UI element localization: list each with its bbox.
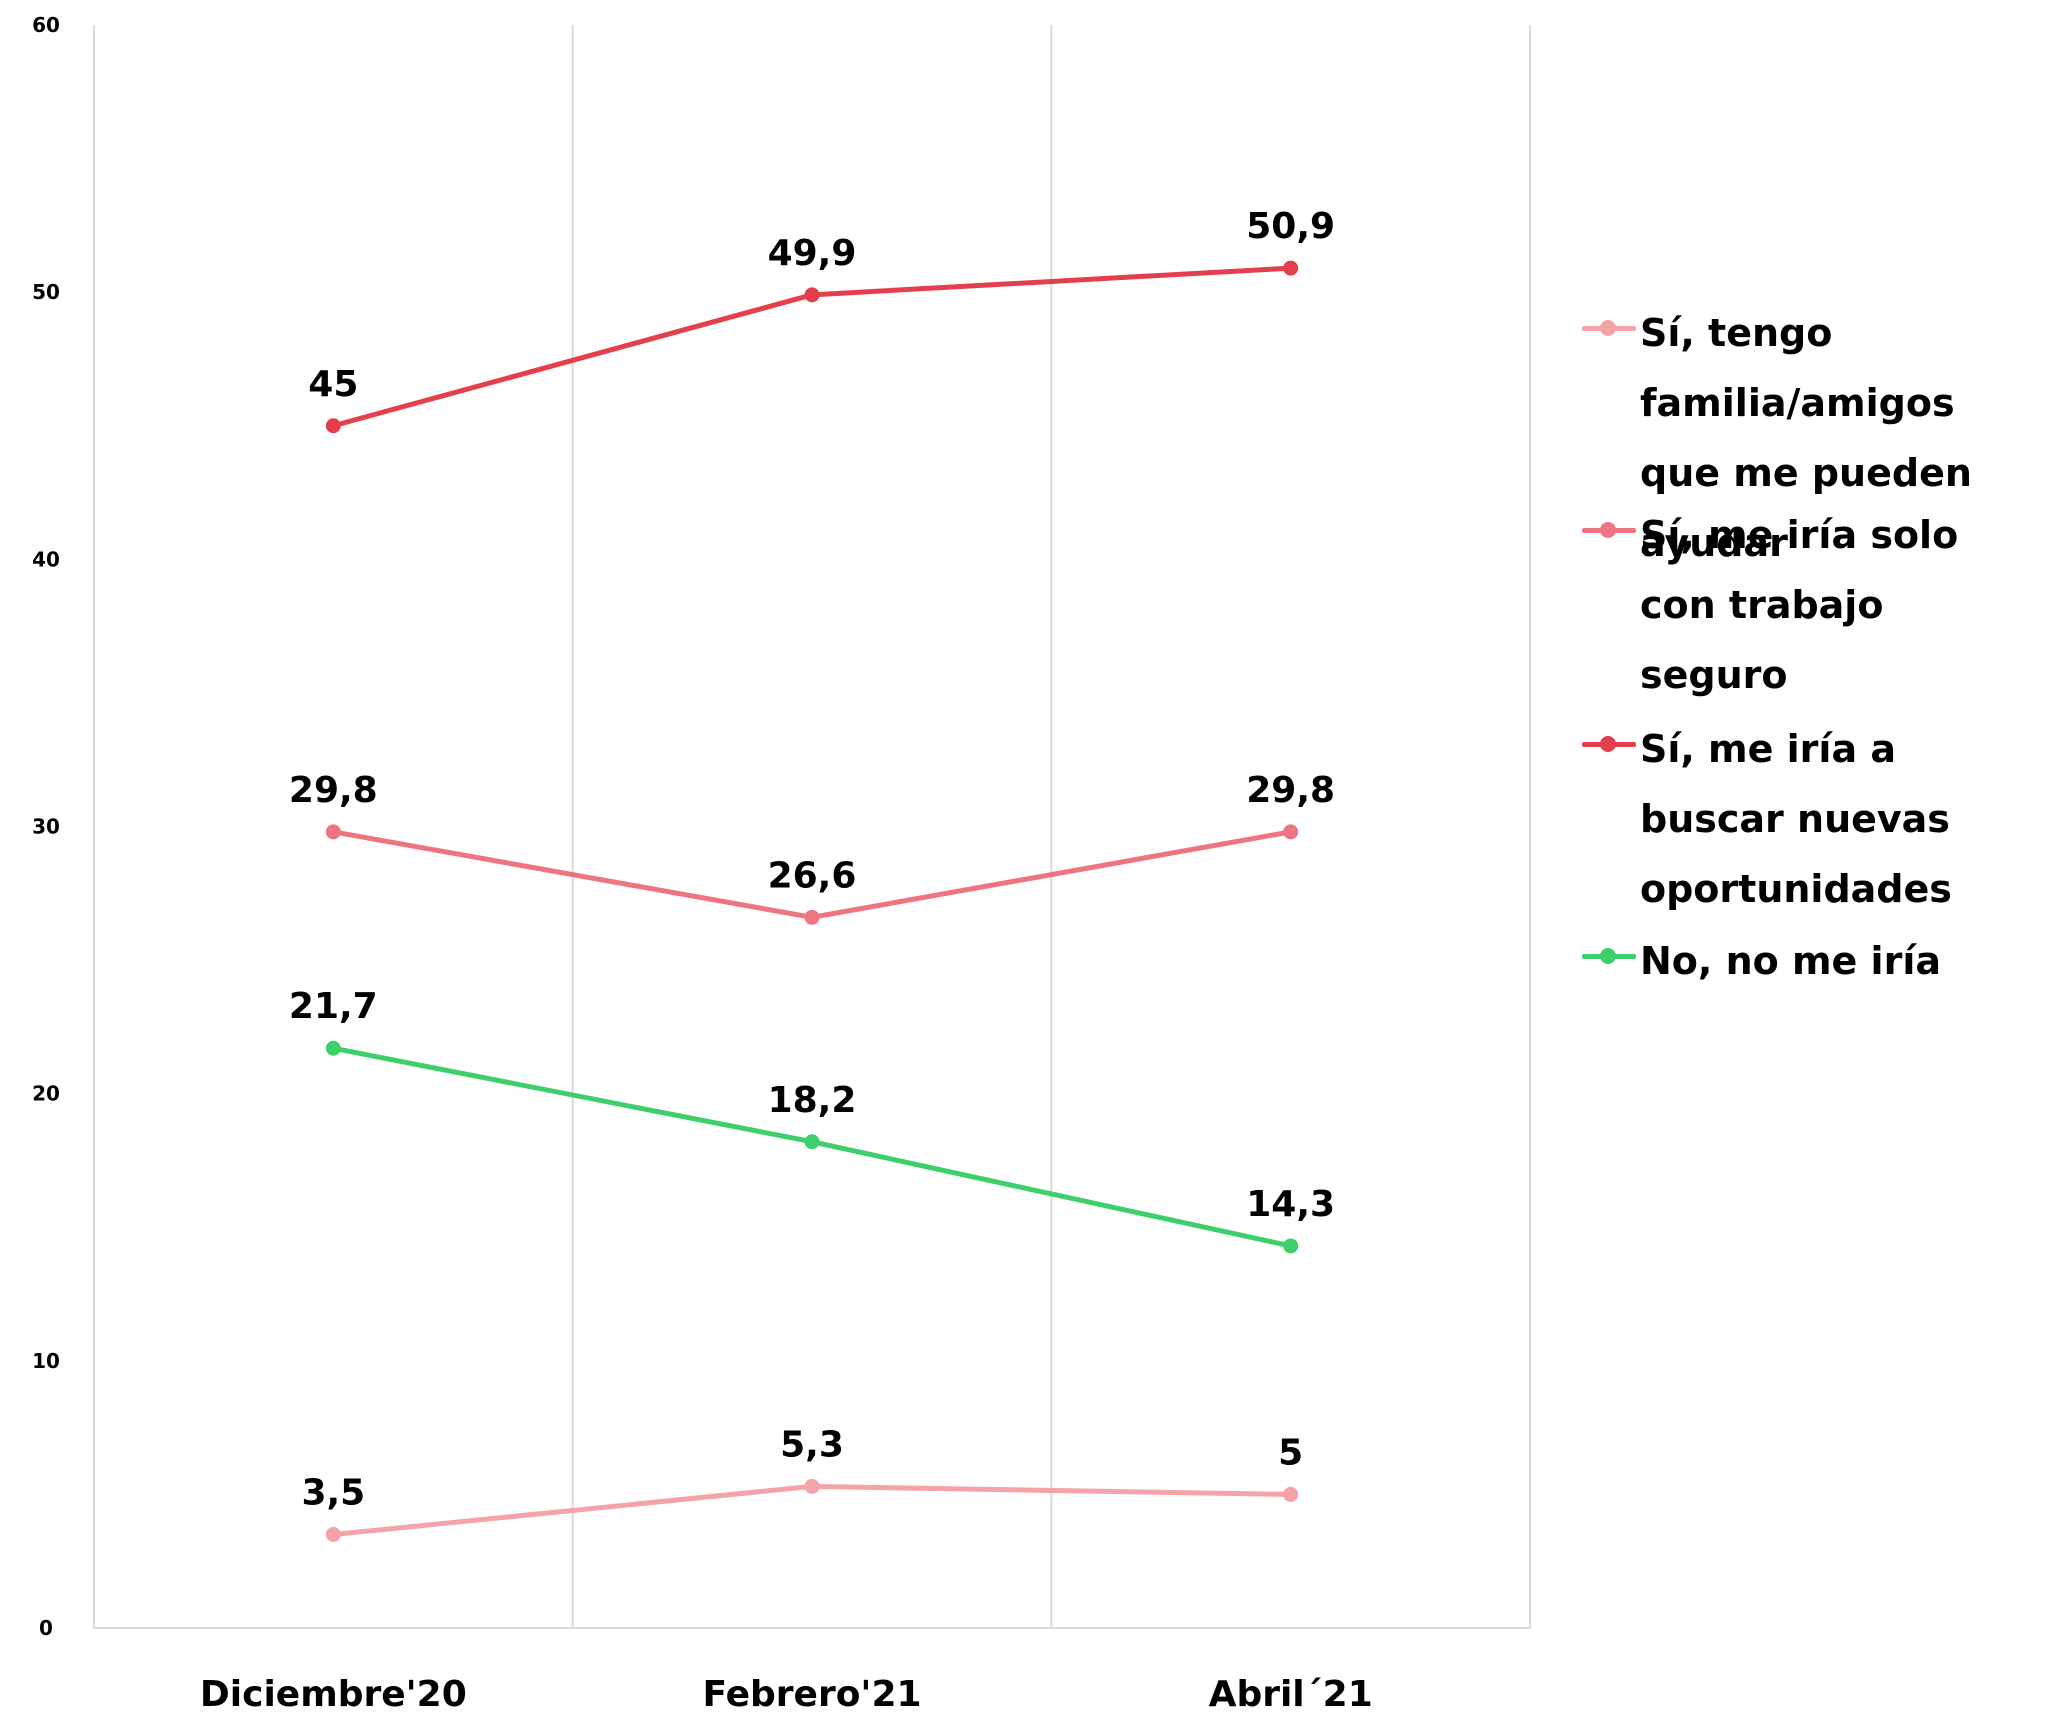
data-point [325,418,341,434]
data-label: 50,9 [1246,206,1335,247]
data-point [804,1134,820,1150]
x-tick-label: Abril´21 [1209,1674,1373,1711]
data-label: 45 [308,364,358,405]
y-tick-label: 40 [32,547,60,571]
y-tick-label: 0 [39,1616,53,1640]
data-point [804,1478,820,1494]
y-tick-label: 10 [32,1349,60,1373]
data-point [325,824,341,840]
data-label: 49,9 [768,233,857,274]
legend-dot [1600,948,1616,964]
legend-marker [1578,500,1640,560]
legend-dot [1600,522,1616,538]
legend-item-nuevas-oportunidades: Sí, me iría a buscar nuevas oportunidade… [1578,714,2040,924]
legend-item-trabajo-seguro: Sí, me iría solo con trabajo seguro [1578,500,2040,710]
y-tick-label: 60 [32,13,60,37]
data-label: 26,6 [768,855,857,896]
data-label: 3,5 [301,1472,365,1513]
y-tick-label: 20 [32,1082,60,1106]
data-point [325,1040,341,1056]
data-label: 14,3 [1246,1184,1335,1225]
legend-item-no-me-iria: No, no me iría [1578,926,2040,996]
y-tick-label: 50 [32,280,60,304]
legend-dot [1600,320,1616,336]
data-label: 18,2 [768,1080,857,1121]
legend-item-familia: Sí, tengo familia/amigos que me pueden a… [1578,298,2040,578]
legend-marker [1578,298,1640,358]
data-point [1283,260,1299,276]
legend-label: No, no me iría [1640,939,1941,983]
legend-dot [1600,736,1616,752]
legend-marker [1578,714,1640,774]
data-point [804,909,820,925]
legend-label: Sí, me iría a buscar nuevas oportunidade… [1640,727,1952,911]
data-label: 29,8 [1246,770,1335,811]
y-tick-label: 30 [32,815,60,839]
data-point [804,287,820,303]
data-point [1283,824,1299,840]
legend-marker [1578,926,1640,986]
data-label: 29,8 [289,770,378,811]
data-label: 5,3 [780,1424,844,1465]
data-point [325,1526,341,1542]
legend-label: Sí, me iría solo con trabajo seguro [1640,513,1959,697]
data-point [1283,1486,1299,1502]
data-point [1283,1238,1299,1254]
x-tick-label: Febrero'21 [702,1674,921,1711]
x-tick-label: Diciembre'20 [200,1674,467,1711]
data-label: 5 [1278,1432,1303,1473]
legend-label: Sí, tengo familia/amigos que me pueden a… [1640,311,1972,565]
data-label: 21,7 [289,986,378,1027]
